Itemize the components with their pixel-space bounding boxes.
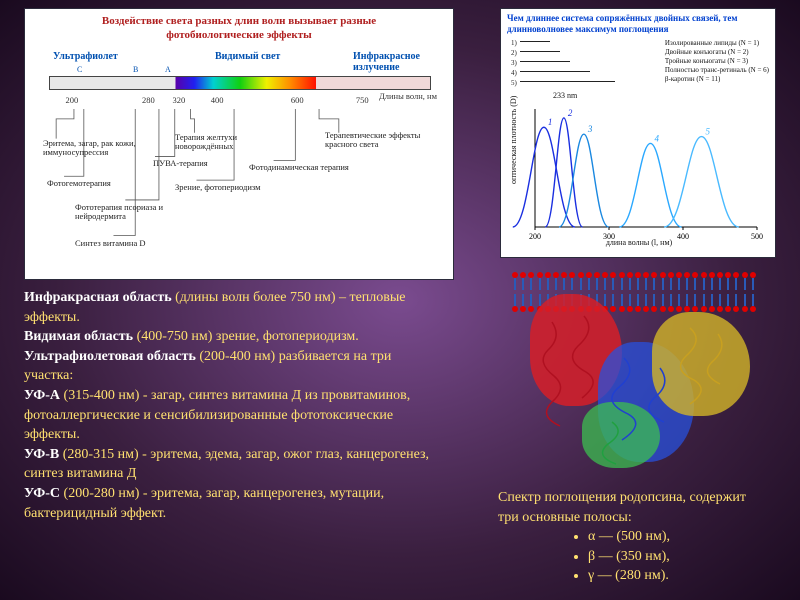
- legend-item: β-каротин (N = 11): [665, 75, 769, 84]
- callouts: Эритема, загар, рак кожи, иммуносупресси…: [25, 109, 453, 279]
- svg-text:3: 3: [587, 124, 593, 134]
- chart-svg: 20030040050012345: [511, 99, 767, 249]
- uv-c: C: [77, 65, 82, 74]
- band-alpha: α — (500 нм),: [588, 527, 768, 547]
- co-psoriasis: Фототерапия псориаза и нейродермита: [75, 203, 175, 222]
- co-jaundice: Терапия желтухи новорождённых: [175, 133, 275, 152]
- legend: Изолированные липиды (N = 1)Двойные конъ…: [665, 39, 769, 84]
- spectrum-panel: Воздействие света разных длин волн вызыв…: [24, 8, 454, 280]
- helix-svg: [512, 272, 756, 478]
- absorption-chart: оптическая плотность (D) 200300400500123…: [511, 99, 767, 249]
- co-erythema: Эритема, загар, рак кожи, иммуносупресси…: [43, 139, 143, 158]
- band-gamma: γ — (280 нм).: [588, 566, 768, 586]
- uvb-body: (280-315 нм) - эритема, эдема, загар, ож…: [24, 447, 429, 482]
- label-ir: Инфракрасное излучение: [353, 51, 420, 73]
- label-uv: Ультрафиолет: [53, 51, 118, 62]
- svg-text:4: 4: [654, 133, 659, 143]
- svg-text:1: 1: [548, 117, 553, 127]
- label-visible: Видимый свет: [215, 51, 280, 62]
- title-l2: фотобиологические эффекты: [166, 29, 311, 41]
- rhodopsin-text: Спектр поглощения родопсина, содержит тр…: [498, 488, 768, 527]
- legend-item: Полностью транс-ретиналь (N = 6): [665, 66, 769, 75]
- legend-item: Тройные конъюгаты (N = 3): [665, 57, 769, 66]
- co-vitd: Синтез витамина D: [75, 239, 146, 248]
- uv-head: Ультрафиолетовая область: [24, 349, 199, 364]
- tick: 200: [66, 95, 79, 105]
- spectrum-title: Воздействие света разных длин волн вызыв…: [25, 15, 453, 43]
- uva-head: УФ-А: [24, 388, 64, 403]
- ir-head: Инфракрасная область: [24, 290, 175, 305]
- tick: 600: [291, 95, 304, 105]
- vis-head: Видимая область: [24, 329, 137, 344]
- protein-illustration: [512, 272, 756, 478]
- absorption-title: Чем длиннее система сопряжённых двойных …: [507, 13, 769, 35]
- uvc-head: УФ-С: [24, 486, 64, 501]
- axis-label: Длины волн, нм: [379, 91, 437, 101]
- co-vision: Зрение, фотопериодизм: [175, 183, 261, 192]
- uv-b: B: [133, 65, 138, 74]
- svg-text:5: 5: [706, 127, 711, 137]
- bands-list: α — (500 нм), β — (350 нм), γ — (280 нм)…: [498, 527, 768, 586]
- text-block-left: Инфракрасная область (длины волн более 7…: [24, 288, 444, 523]
- co-pdt: Фотодинамическая терапия: [249, 163, 349, 172]
- vis-body: (400-750 нм) зрение, фотопериодизм.: [137, 329, 359, 344]
- legend-item: Изолированные липиды (N = 1): [665, 39, 769, 48]
- band-beta: β — (350 нм),: [588, 547, 768, 567]
- legend-item: Двойные конъюгаты (N = 2): [665, 48, 769, 57]
- spectrum-bar: [49, 76, 431, 90]
- co-hemo: Фотогемотерапия: [47, 179, 111, 188]
- tick: 400: [211, 95, 224, 105]
- tick: 320: [173, 95, 186, 105]
- co-redlight: Терапевтические эффекты красного света: [325, 131, 435, 150]
- absorption-panel: Чем длиннее система сопряжённых двойных …: [500, 8, 776, 258]
- uvb-head: УФ-В: [24, 447, 63, 462]
- svg-text:2: 2: [568, 108, 573, 118]
- uv-a: A: [165, 65, 171, 74]
- title-l1: Воздействие света разных длин волн вызыв…: [102, 15, 376, 27]
- uva-body: (315-400 нм) - загар, синтез витамина Д …: [24, 388, 410, 442]
- ylabel: оптическая плотность (D): [509, 96, 518, 184]
- uvc-body: (200-280 нм) - эритема, загар, канцероге…: [24, 486, 384, 521]
- tick: 750: [356, 95, 369, 105]
- xlabel: длина волны (l, нм): [511, 238, 767, 247]
- text-block-right: Спектр поглощения родопсина, содержит тр…: [498, 488, 768, 586]
- structures-list: 1) 2) 3) 4) 5): [511, 39, 641, 89]
- co-puva: ПУВА-терапия: [153, 159, 208, 168]
- tick: 280: [142, 95, 155, 105]
